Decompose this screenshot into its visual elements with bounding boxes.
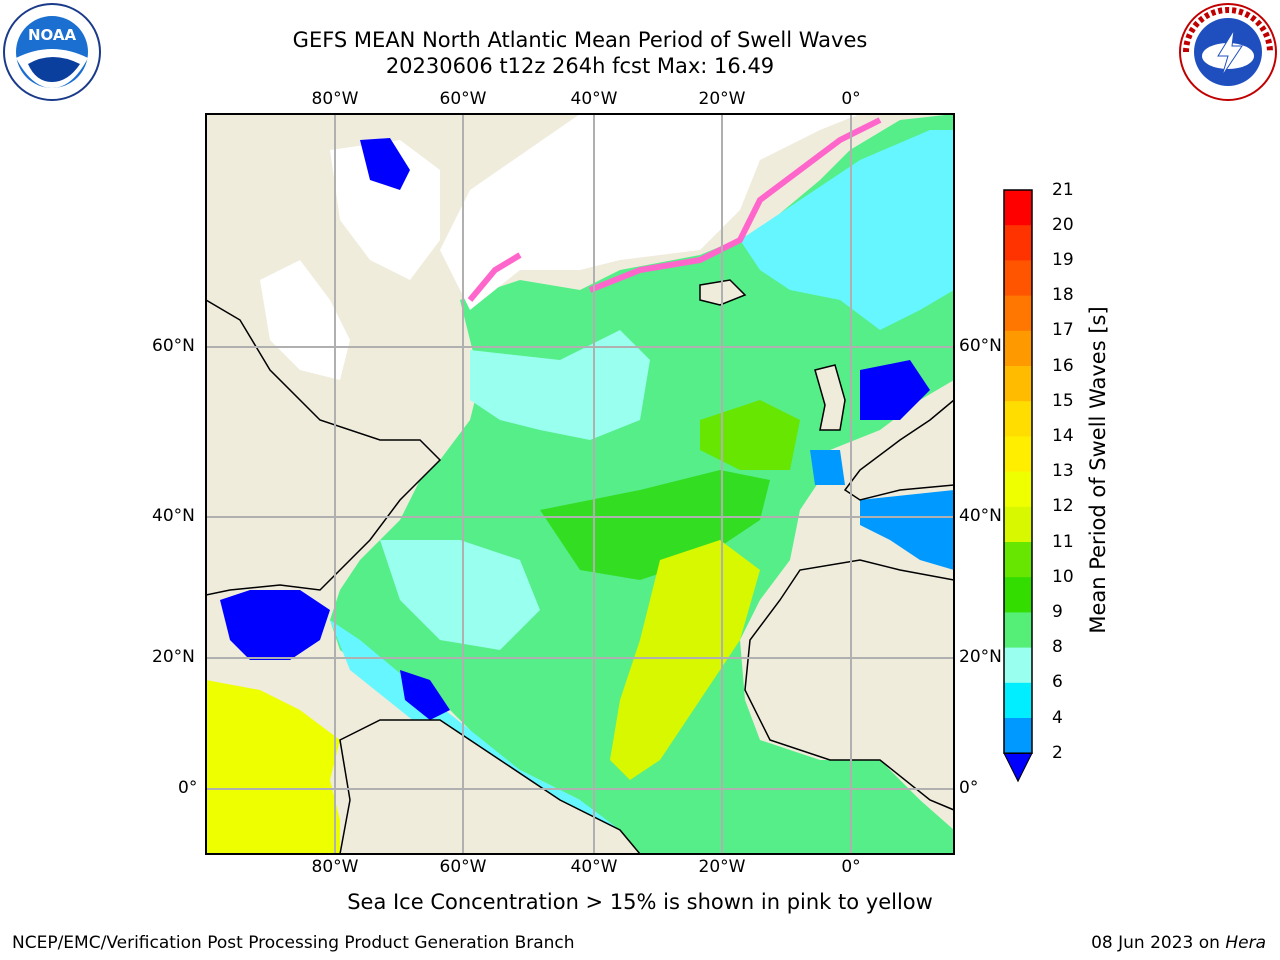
colorbar-cell: [1004, 647, 1032, 684]
lon-label-top: 80°W: [311, 89, 359, 109]
colorbar-frame: [1003, 189, 1033, 754]
noaa-logo-icon: NOAA: [3, 3, 101, 101]
colorbar-tick: 10: [1052, 567, 1074, 587]
lon-label-bottom: 40°W: [570, 857, 618, 877]
africa-land: [744, 559, 954, 811]
colorbar-label: Mean Period of Swell Waves [s]: [1086, 306, 1110, 634]
mediterranean-short-period: [860, 490, 954, 570]
colorbar-cell: [1004, 330, 1032, 367]
gulf-short-period: [220, 590, 330, 660]
nws-logo-icon: [1179, 3, 1277, 101]
lat-label-right: 20°N: [959, 647, 1002, 667]
colorbar-cell: [1004, 190, 1032, 226]
sea-ice-note: Sea Ice Concentration > 15% is shown in …: [347, 890, 933, 914]
biscay-short-period: [810, 450, 845, 485]
colorbar-cell: [1004, 366, 1032, 402]
lat-label-left: 40°N: [152, 506, 195, 526]
lat-label-left: 60°N: [152, 336, 195, 356]
colorbar-cell: [1004, 612, 1032, 649]
colorbar-tick: 16: [1052, 356, 1074, 376]
lon-label-bottom: 0°: [841, 857, 861, 877]
ocean-cyan-region: [470, 330, 650, 440]
british-isles-land: [814, 364, 846, 431]
baffin-zone: [330, 140, 440, 280]
caribbean-short-period: [400, 670, 450, 720]
colorbar-extend-arrow: [1003, 752, 1033, 783]
colorbar: [1003, 189, 1033, 783]
south-america-land: [339, 719, 641, 854]
map-title: GEFS MEAN North Atlantic Mean Period of …: [292, 28, 868, 52]
svg-text:NOAA: NOAA: [28, 26, 77, 44]
colorbar-tick: 2: [1052, 743, 1063, 763]
footer-date: 08 Jun 2023 on: [1091, 933, 1226, 953]
ocean-green-band: [540, 470, 770, 580]
map-subtitle: 20230606 t12z 264h fcst Max: 16.49: [385, 54, 775, 78]
colorbar-tick: 8: [1052, 637, 1063, 657]
colorbar-cell: [1004, 260, 1032, 297]
ice-edge-pink: [467, 117, 882, 302]
colorbar-tick: 12: [1052, 496, 1074, 516]
colorbar-tick: 9: [1052, 602, 1063, 622]
colorbar-cell: [1004, 718, 1032, 754]
pacific-swell: [206, 680, 340, 854]
colorbar-cell: [1004, 436, 1032, 473]
colorbar-tick: 18: [1052, 285, 1074, 305]
colorbar-cell: [1004, 225, 1032, 261]
greenland-ice-zone: [440, 114, 860, 310]
colorbar-tick: 6: [1052, 672, 1063, 692]
lon-label-top: 40°W: [570, 89, 618, 109]
footer-credit: NCEP/EMC/Verification Post Processing Pr…: [12, 933, 575, 953]
ocean-green-east: [700, 400, 800, 470]
europe-land: [843, 399, 954, 501]
colorbar-cell: [1004, 577, 1032, 613]
ocean-cyan-coast: [330, 620, 620, 840]
ocean-field: [330, 114, 954, 854]
north-america-land: [206, 299, 442, 596]
colorbar-cell: [1004, 295, 1032, 332]
lat-label-left: 20°N: [152, 647, 195, 667]
hudson-bay-zone: [260, 260, 350, 380]
graticule: [206, 114, 954, 854]
colorbar-tick: 15: [1052, 391, 1074, 411]
lon-label-bottom: 20°W: [698, 857, 746, 877]
colorbar-cell: [1004, 682, 1032, 719]
colorbar-tick: 19: [1052, 250, 1074, 270]
colorbar-cell: [1004, 542, 1032, 578]
ocean-cyan-region-3: [740, 130, 954, 330]
colorbar-cell: [1004, 471, 1032, 508]
colorbar-tick: 4: [1052, 708, 1063, 728]
footer-machine: Hera: [1225, 933, 1266, 953]
colorbar-cell: [1004, 401, 1032, 437]
lon-label-bottom: 80°W: [311, 857, 359, 877]
lat-label-right: 40°N: [959, 506, 1002, 526]
lat-label-right: 60°N: [959, 336, 1002, 356]
lon-label-top: 60°W: [439, 89, 487, 109]
map-frame: [205, 113, 955, 855]
lat-label-right: 0°: [959, 778, 979, 798]
colorbar-tick: 17: [1052, 320, 1074, 340]
ocean-cyan-region-2: [380, 540, 540, 650]
lon-label-top: 0°: [841, 89, 861, 109]
colorbar-tick: 13: [1052, 461, 1074, 481]
lon-label-bottom: 60°W: [439, 857, 487, 877]
colorbar-cell: [1004, 506, 1032, 543]
north-sea-short-period: [860, 360, 930, 420]
colorbar-tick: 11: [1052, 532, 1074, 552]
colorbar-tick: 21: [1052, 180, 1074, 200]
colorbar-tick: 14: [1052, 426, 1074, 446]
lon-label-top: 20°W: [698, 89, 746, 109]
colorbar-tick: 20: [1052, 215, 1074, 235]
footer-date-block: 08 Jun 2023 on Hera: [1091, 933, 1266, 953]
lat-label-left: 0°: [178, 778, 198, 798]
baffin-ice-edge: [360, 138, 410, 190]
